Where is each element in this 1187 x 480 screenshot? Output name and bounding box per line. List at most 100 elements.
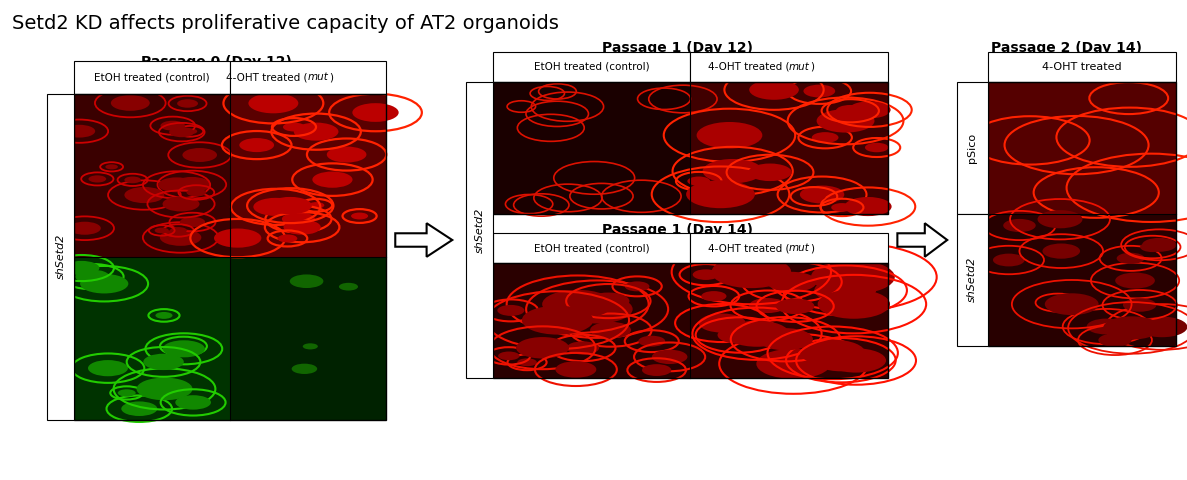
Text: 4-OHT treated: 4-OHT treated (1042, 62, 1122, 72)
Text: mut: mut (789, 243, 810, 253)
Circle shape (561, 295, 633, 324)
Circle shape (1098, 334, 1131, 347)
Bar (74, 94, 386, 420)
Circle shape (158, 178, 195, 192)
Circle shape (64, 125, 95, 138)
Bar (493, 263, 690, 378)
Text: Passage 1 (Day 14): Passage 1 (Day 14) (602, 223, 753, 238)
Circle shape (80, 274, 128, 293)
Text: EtOH treated (control): EtOH treated (control) (534, 62, 649, 72)
Circle shape (817, 109, 875, 132)
Circle shape (1149, 323, 1168, 330)
Circle shape (179, 217, 205, 227)
Text: ): ) (329, 72, 334, 82)
Text: mut: mut (789, 62, 810, 72)
Circle shape (1140, 242, 1166, 252)
Bar (988, 52, 1176, 82)
Circle shape (800, 186, 844, 204)
Circle shape (697, 122, 762, 148)
Bar (229, 257, 386, 420)
Bar (690, 233, 888, 263)
Text: ): ) (811, 243, 814, 253)
Text: Setd2 KD affects proliferative capacity of AT2 organoids: Setd2 KD affects proliferative capacity … (12, 14, 559, 34)
Bar (493, 233, 690, 263)
Circle shape (749, 80, 799, 100)
Circle shape (155, 312, 172, 319)
Circle shape (1042, 243, 1080, 259)
Circle shape (865, 143, 889, 152)
Circle shape (160, 120, 185, 131)
Circle shape (173, 177, 211, 192)
Bar (74, 61, 229, 94)
Circle shape (183, 128, 197, 134)
Circle shape (748, 164, 792, 181)
Circle shape (1103, 316, 1161, 339)
Bar (690, 52, 888, 82)
Circle shape (248, 93, 298, 113)
Circle shape (283, 212, 315, 226)
Circle shape (353, 103, 399, 122)
Circle shape (994, 253, 1024, 266)
Text: 4-OHT treated (mut): 4-OHT treated (mut) (254, 72, 361, 82)
Circle shape (240, 138, 274, 152)
Bar (957, 82, 988, 214)
Circle shape (624, 281, 649, 291)
Circle shape (253, 198, 298, 216)
Circle shape (831, 203, 852, 212)
Bar (493, 82, 888, 214)
Circle shape (1137, 317, 1187, 337)
Polygon shape (897, 223, 947, 257)
Circle shape (171, 341, 196, 351)
Bar (74, 257, 229, 420)
Circle shape (1116, 273, 1155, 288)
Circle shape (170, 227, 186, 234)
Circle shape (170, 127, 195, 137)
Bar (74, 94, 229, 257)
Text: ): ) (811, 62, 814, 72)
Circle shape (566, 341, 599, 355)
Circle shape (826, 348, 886, 372)
Circle shape (125, 187, 164, 203)
Circle shape (588, 292, 629, 310)
Circle shape (284, 220, 320, 235)
Circle shape (693, 269, 719, 280)
Circle shape (69, 222, 101, 235)
Bar (229, 94, 386, 257)
Text: 4-OHT treated (mut): 4-OHT treated (mut) (736, 243, 843, 253)
Bar (229, 61, 386, 94)
Circle shape (725, 321, 789, 347)
Circle shape (163, 196, 199, 212)
Bar (957, 214, 988, 346)
Circle shape (110, 95, 150, 111)
Circle shape (711, 256, 792, 288)
Circle shape (836, 105, 864, 117)
Circle shape (268, 197, 312, 215)
Circle shape (590, 322, 631, 338)
Circle shape (1123, 298, 1156, 312)
Circle shape (767, 272, 817, 292)
Circle shape (802, 192, 826, 201)
Circle shape (154, 228, 169, 233)
Circle shape (800, 340, 865, 366)
Circle shape (812, 132, 838, 143)
Bar (690, 263, 888, 378)
Circle shape (118, 389, 135, 396)
Text: Passage 1 (Day 12): Passage 1 (Day 12) (602, 41, 753, 55)
Circle shape (687, 177, 710, 186)
Circle shape (844, 197, 891, 216)
Text: pSico: pSico (967, 132, 977, 163)
Circle shape (293, 122, 338, 141)
Circle shape (176, 395, 211, 409)
Polygon shape (395, 223, 452, 257)
Circle shape (351, 213, 368, 219)
Circle shape (177, 99, 198, 108)
Circle shape (309, 202, 324, 208)
Circle shape (292, 364, 317, 374)
Text: EtOH treated (control): EtOH treated (control) (94, 72, 209, 82)
Circle shape (703, 159, 763, 183)
Bar (493, 263, 888, 378)
Circle shape (183, 148, 217, 162)
Circle shape (339, 283, 358, 290)
Text: shSetd2: shSetd2 (475, 207, 484, 252)
Circle shape (125, 177, 141, 183)
